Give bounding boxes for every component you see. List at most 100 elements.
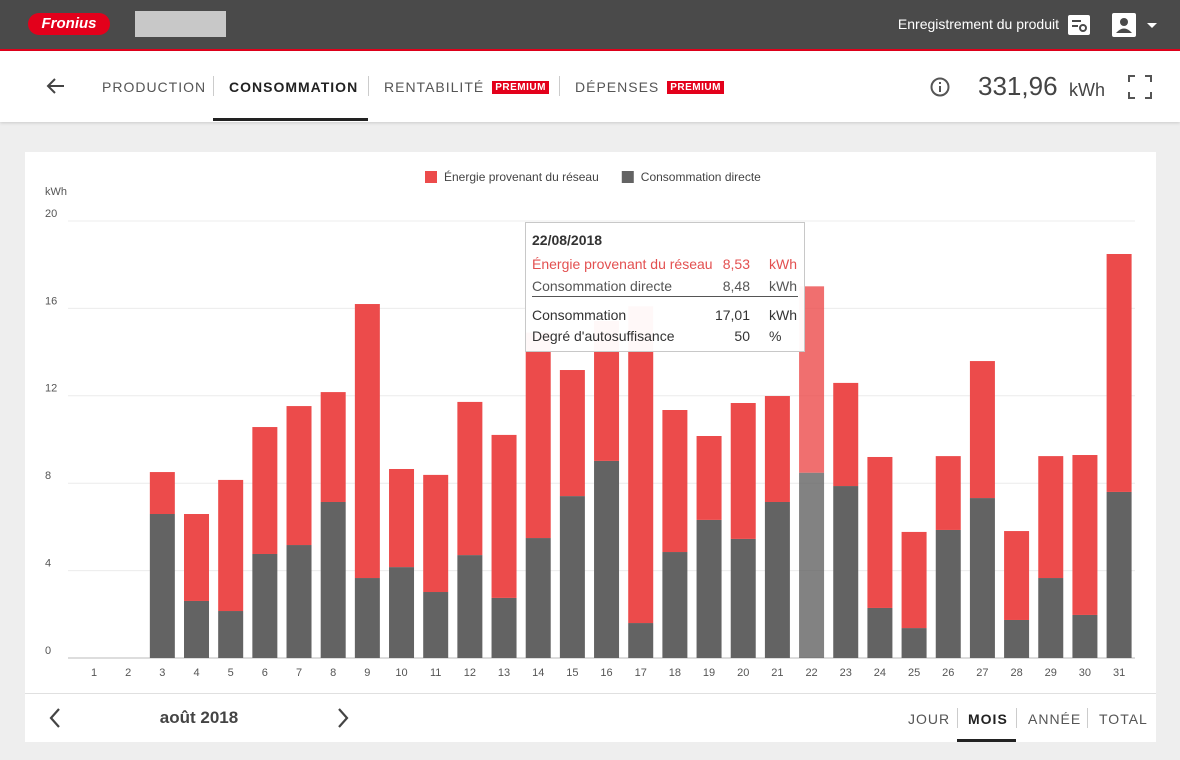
x-tick-label: 11 [430,667,441,679]
x-tick-label: 7 [296,667,302,679]
redacted-box [135,11,226,37]
view-option[interactable]: ANNÉE [1028,711,1082,727]
tab-label: DÉPENSES [575,79,660,95]
bar-segment [525,538,551,658]
tooltip-row: Énergie provenant du réseau 8,53 kWh [532,256,798,274]
x-tick-label: 20 [737,667,749,679]
tooltip-unit: kWh [769,278,797,294]
bar-segment [662,552,688,658]
y-tick-label: 4 [45,558,51,570]
bar-segment [730,403,756,539]
bar-segment [320,501,346,658]
x-tick-label: 13 [498,667,510,679]
tab[interactable]: RENTABILITÉ PREMIUM [384,79,549,95]
bar-segment [525,332,551,539]
tooltip-label: Consommation [532,307,627,323]
bar-segment [594,460,620,658]
x-tick-label: 28 [1010,667,1022,679]
x-tick-label: 18 [669,667,681,679]
bar-segment [867,607,893,658]
fullscreen-icon[interactable] [1127,74,1153,100]
y-tick-label: 0 [45,645,51,657]
bar-segment [1106,253,1132,492]
bar-segment [286,406,312,546]
y-tick-label: 8 [45,470,51,482]
bar-segment [559,370,585,497]
bar-segment [799,472,825,658]
bar-segment [935,529,961,658]
bar-segment [491,434,517,598]
bar-segment [935,456,961,530]
bar-segment [628,306,654,624]
bar-segment [354,304,380,579]
bar-segment [184,600,210,658]
bar-segment [218,611,244,658]
x-tick-label: 14 [532,667,544,679]
y-tick-label: 20 [45,208,57,220]
next-period[interactable] [333,706,353,730]
view-option-active[interactable]: MOIS [968,711,1008,727]
logo[interactable]: Fronius [28,13,110,35]
premium-badge: PREMIUM [492,81,549,94]
info-icon[interactable] [929,76,951,98]
bar-segment [423,592,449,658]
registration-icon[interactable] [1066,12,1092,38]
footer-divider [25,693,1156,694]
tooltip-unit: % [769,328,782,344]
prev-period[interactable] [45,706,65,730]
tab-label: RENTABILITÉ [384,79,485,95]
tab-active[interactable]: CONSOMMATION [229,79,359,95]
x-tick-label: 17 [635,667,647,679]
x-tick-label: 4 [193,667,199,679]
x-tick-label: 16 [600,667,612,679]
tab-bar: PRODUCTION CONSOMMATION RENTABILITÉ PREMI… [0,51,1180,122]
tab[interactable]: DÉPENSES PREMIUM [575,79,724,95]
bar-segment [764,501,790,658]
bar-segment [320,392,346,502]
bar-segment [833,486,859,658]
bar-segment [1038,456,1064,579]
tooltip: 22/08/2018 Énergie provenant du réseau 8,… [525,222,805,352]
bar-segment [286,545,312,658]
view-option[interactable]: JOUR [908,711,951,727]
tab-divider [559,76,560,96]
x-tick-label: 30 [1079,667,1091,679]
view-option[interactable]: TOTAL [1099,711,1148,727]
tooltip-unit: kWh [769,256,797,272]
premium-badge: PREMIUM [667,81,724,94]
bar-segment [696,436,722,520]
tooltip-separator [532,296,798,297]
bar-segment [389,468,415,568]
bar-segment [184,514,210,601]
bar-segment [252,553,278,658]
legend-swatch [621,171,634,183]
x-tick-label: 10 [395,667,407,679]
x-tick-label: 3 [159,667,165,679]
bar-segment [867,456,893,608]
x-tick-label: 25 [908,667,920,679]
tooltip-row: Consommation 17,01 kWh [532,307,798,325]
x-tick-label: 15 [566,667,578,679]
tooltip-value: 8,48 [722,278,750,294]
bar-segment [1072,614,1098,658]
tab[interactable]: PRODUCTION [102,79,207,95]
account-menu[interactable] [1111,12,1161,38]
bar-segment [1038,578,1064,658]
product-registration[interactable]: Enregistrement du produit [897,16,1059,32]
bar-segment [389,567,415,658]
tooltip-label: Degré d'autosuffisance [532,328,675,344]
tooltip-value: 17,01 [714,307,750,323]
x-tick-label: 24 [874,667,886,679]
view-divider [1016,708,1017,728]
y-axis-label: kWh [45,186,67,198]
bar-segment [696,519,722,658]
tooltip-value: 50 [734,328,750,344]
tooltip-unit: kWh [769,307,797,323]
view-divider [1087,708,1088,728]
bar-segment [969,361,995,499]
bar-segment [901,531,927,629]
bar-segment [1106,491,1132,658]
x-tick-label: 27 [976,667,988,679]
back-arrow[interactable] [44,75,68,97]
